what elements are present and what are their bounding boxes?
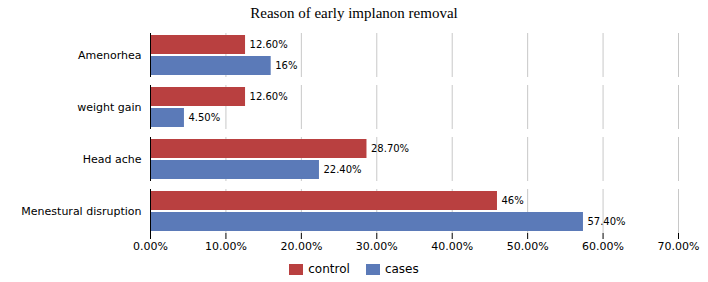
svg-text:30.00%: 30.00% [356, 240, 398, 253]
svg-text:12.60%: 12.60% [250, 39, 288, 50]
svg-text:16%: 16% [275, 60, 297, 71]
svg-text:12.60%: 12.60% [250, 91, 288, 102]
svg-text:20.00%: 20.00% [280, 240, 322, 253]
svg-text:Head ache: Head ache [83, 153, 142, 166]
svg-text:60.00%: 60.00% [582, 240, 624, 253]
svg-text:Amenorhea: Amenorhea [78, 49, 142, 62]
svg-text:10.00%: 10.00% [205, 240, 247, 253]
svg-text:22.40%: 22.40% [323, 164, 361, 175]
svg-text:57.40%: 57.40% [587, 216, 625, 227]
svg-text:weight gain: weight gain [77, 101, 141, 114]
svg-text:50.00%: 50.00% [507, 240, 549, 253]
html-text:control: control [308, 262, 350, 276]
html-text:cases: cases [384, 262, 419, 276]
svg-text:28.70%: 28.70% [371, 143, 409, 154]
svg-text:46%: 46% [501, 195, 523, 206]
svg-text:Menestural disruption: Menestural disruption [21, 205, 141, 218]
svg-text:40.00%: 40.00% [431, 240, 473, 253]
svg-text:0.00%: 0.00% [133, 240, 168, 253]
svg-text:4.50%: 4.50% [188, 112, 220, 123]
svg-text:70.00%: 70.00% [658, 240, 700, 253]
html-text:Reason of early implanon remov: Reason of early implanon removal [250, 5, 458, 21]
